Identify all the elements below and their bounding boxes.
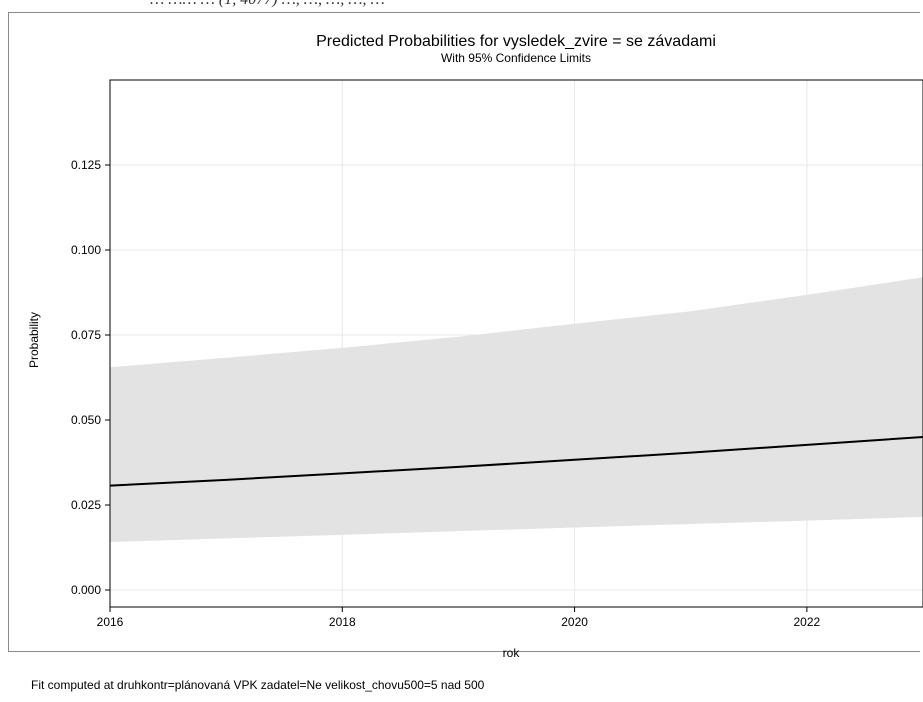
clipped-header-text: … …… … (1, 4077) …, …, …, …, … bbox=[0, 0, 923, 12]
plot-area-border bbox=[109, 79, 923, 608]
y-tick-label: 0.000 bbox=[71, 583, 101, 597]
x-tick-label: 2018 bbox=[329, 615, 356, 629]
y-tick-label: 0.050 bbox=[71, 413, 101, 427]
y-axis-label: Probability bbox=[27, 312, 41, 368]
x-tick-label: 2016 bbox=[97, 615, 124, 629]
footnote: Fit computed at druhkontr=plánovaná VPK … bbox=[31, 678, 485, 692]
y-tick-label: 0.100 bbox=[71, 243, 101, 257]
x-tick-label: 2022 bbox=[794, 615, 821, 629]
predicted-line bbox=[109, 436, 923, 487]
y-tick-label: 0.025 bbox=[71, 498, 101, 512]
plot-frame bbox=[8, 12, 920, 652]
confidence-band bbox=[110, 277, 923, 543]
y-tick-label: 0.075 bbox=[71, 328, 101, 342]
clipped-header-label: … …… … (1, 4077) …, …, …, …, … bbox=[150, 0, 385, 9]
chart-subtitle: With 95% Confidence Limits bbox=[441, 51, 591, 65]
y-axis-ticks: 0.000 0.025 0.050 0.075 0.100 0.125 bbox=[71, 158, 110, 597]
y-tick-label: 0.125 bbox=[71, 158, 101, 172]
x-tick-label: 2020 bbox=[561, 615, 588, 629]
x-axis-ticks: 2016 2018 2020 2022 bbox=[97, 607, 821, 629]
chart-title: Predicted Probabilities for vysledek_zvi… bbox=[316, 33, 716, 50]
x-axis-label: rok bbox=[503, 646, 521, 660]
